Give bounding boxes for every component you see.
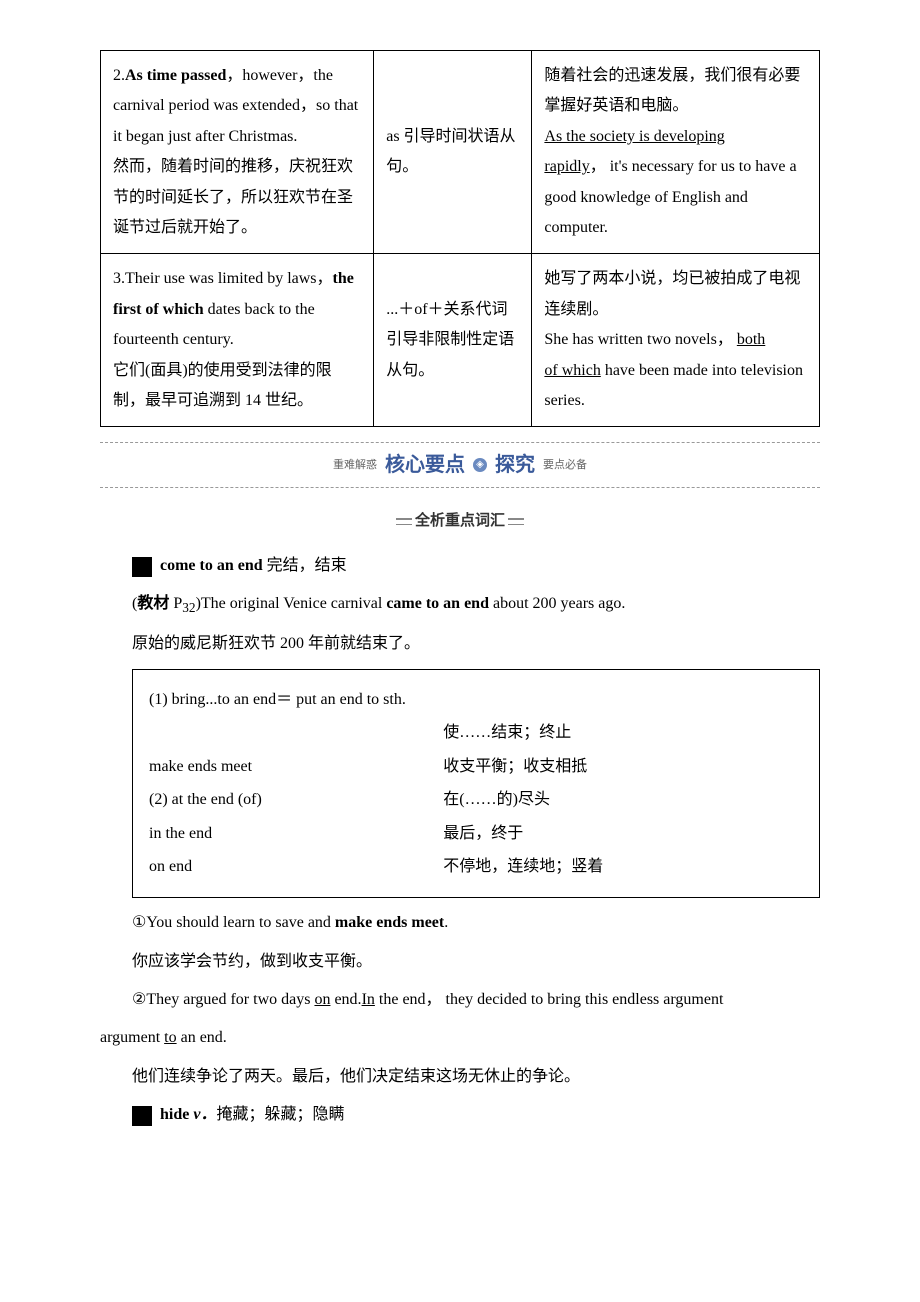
- page-sub: 32: [182, 600, 195, 615]
- banner-tiny-left: 重难解惑: [333, 455, 377, 476]
- example-zh: 原始的威尼斯狂欢节 200 年前就结束了。: [100, 629, 820, 659]
- text-zh: 随着社会的迅速发展，我们很有必要掌握好英语和电脑。: [544, 67, 800, 114]
- def-left: on end: [149, 852, 443, 882]
- def-right: 在(……的)尽头: [443, 785, 803, 815]
- text: about 200 years ago.: [489, 595, 625, 612]
- num-box: 2: [132, 1106, 152, 1126]
- def-right: 最后，终于: [443, 819, 803, 849]
- text: argument: [100, 1029, 164, 1046]
- def-left: in the end: [149, 819, 443, 849]
- text: 2.: [113, 67, 125, 84]
- text: She has written two novels，: [544, 331, 736, 348]
- banner-line: 重难解惑 核心要点 ◈ 探究 要点必备: [100, 442, 820, 488]
- underline-text: to: [164, 1029, 176, 1046]
- example-line: (教材 P32)The original Venice carnival cam…: [100, 589, 820, 621]
- banner-main-left: 核心要点: [385, 446, 465, 484]
- cell-mid: ...＋of＋关系代词引导非限制性定语从句。: [374, 254, 532, 427]
- cell-right: 她写了两本小说，均已被拍成了电视连续剧。 She has written two…: [532, 254, 820, 427]
- sentence-2: ②They argued for two days on end.In the …: [100, 985, 820, 1015]
- text: )The original Venice carnival: [196, 595, 387, 612]
- table-row: 3.Their use was limited by laws，the firs…: [101, 254, 820, 427]
- def-right: 不停地，连续地；竖着: [443, 852, 803, 882]
- vocab-heading-2: 2 hide v．掩藏；躲藏；隐瞒: [100, 1100, 820, 1130]
- text: 3.Their use was limited by laws，: [113, 270, 333, 287]
- vocab-def: 完结，结束: [263, 557, 347, 574]
- sub-banner: 全析重点词汇: [100, 506, 820, 536]
- def-left: (1) bring...to an end＝ put an end to sth…: [149, 685, 443, 715]
- underline-text: on: [314, 991, 330, 1008]
- sentence-1: ①You should learn to save and make ends …: [100, 908, 820, 938]
- section-banner: 重难解惑 核心要点 ◈ 探究 要点必备: [100, 442, 820, 488]
- text: P: [169, 595, 182, 612]
- cell-right: 随着社会的迅速发展，我们很有必要掌握好英语和电脑。 As the society…: [532, 51, 820, 254]
- def-left: make ends meet: [149, 752, 443, 782]
- sub-banner-text: 全析重点词汇: [389, 507, 531, 536]
- banner-main-right: 探究: [495, 446, 535, 484]
- def-right: 收支平衡；收支相抵: [443, 752, 803, 782]
- sentence-1-zh: 你应该学会节约，做到收支平衡。: [100, 947, 820, 977]
- def-row: make ends meet 收支平衡；收支相抵: [149, 752, 803, 782]
- text-zh: 然而，随着时间的推移，庆祝狂欢节的时间延长了，所以狂欢节在圣诞节过后就开始了。: [113, 158, 353, 236]
- sentence-2-cont: argument to an end.: [100, 1023, 820, 1053]
- vocab-def: 掩藏；躲藏；隐瞒: [216, 1106, 344, 1123]
- textbook-ref: 教材: [137, 595, 169, 612]
- vocab-heading-1: 1 come to an end 完结，结束: [100, 551, 820, 581]
- underline-text: of which: [544, 362, 600, 379]
- text: ...＋of＋关系代词引导非限制性定语从句。: [386, 301, 514, 379]
- cell-mid: as 引导时间状语从句。: [374, 51, 532, 254]
- banner-circle-icon: ◈: [473, 458, 487, 472]
- banner-tiny-right: 要点必备: [543, 455, 587, 476]
- cell-left: 2.As time passed，however，the carnival pe…: [101, 51, 374, 254]
- definition-box: (1) bring...to an end＝ put an end to sth…: [132, 669, 820, 898]
- def-row: on end 不停地，连续地；竖着: [149, 852, 803, 882]
- text: an end.: [177, 1029, 227, 1046]
- cell-left: 3.Their use was limited by laws，the firs…: [101, 254, 374, 427]
- underline-text: rapidly: [544, 158, 589, 175]
- grammar-table: 2.As time passed，however，the carnival pe…: [100, 50, 820, 427]
- underline-text: both: [737, 331, 765, 348]
- def-row: (2) at the end (of) 在(……的)尽头: [149, 785, 803, 815]
- def-row: in the end 最后，终于: [149, 819, 803, 849]
- def-row: (1) bring...to an end＝ put an end to sth…: [149, 685, 803, 715]
- text: as 引导时间状语从句。: [386, 128, 515, 175]
- num-box: 1: [132, 557, 152, 577]
- text: ②They argued for two days: [132, 991, 314, 1008]
- pos: v．: [189, 1106, 216, 1123]
- underline-text: In: [362, 991, 375, 1008]
- text: the end， they decided to bring this endl…: [375, 991, 724, 1008]
- vocab-term: hide: [160, 1106, 189, 1123]
- bold-text: make ends meet: [335, 914, 444, 931]
- def-right: [443, 685, 803, 715]
- sentence-2-zh: 他们连续争论了两天。最后，他们决定结束这场无休止的争论。: [100, 1062, 820, 1092]
- table-row: 2.As time passed，however，the carnival pe…: [101, 51, 820, 254]
- text: ①You should learn to save and: [132, 914, 335, 931]
- bold-text: came to an end: [386, 595, 489, 612]
- underline-text: As the society is developing: [544, 128, 724, 145]
- def-left: (2) at the end (of): [149, 785, 443, 815]
- bold-text: As time passed: [125, 67, 226, 84]
- text: end.: [330, 991, 361, 1008]
- text-zh: 她写了两本小说，均已被拍成了电视连续剧。: [544, 270, 800, 317]
- text-zh: 它们(面具)的使用受到法律的限制，最早可追溯到 14 世纪。: [113, 362, 332, 409]
- def-left: [149, 718, 443, 748]
- text: .: [444, 914, 448, 931]
- vocab-term: come to an end: [160, 557, 263, 574]
- def-right: 使……结束；终止: [443, 718, 803, 748]
- def-row: 使……结束；终止: [149, 718, 803, 748]
